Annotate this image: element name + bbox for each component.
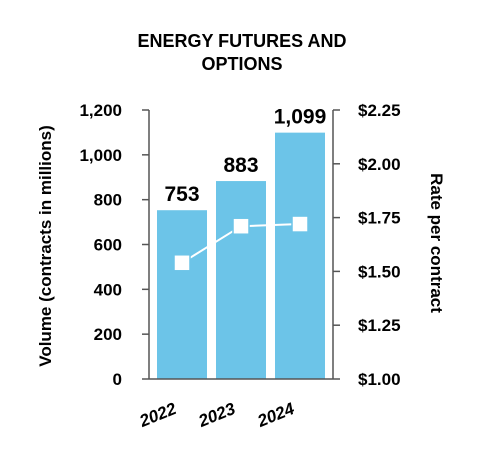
y-axis-title-left: Volume (contracts in millions) xyxy=(36,125,55,367)
bar-2022 xyxy=(157,210,207,379)
rate-marker-2023 xyxy=(232,217,250,235)
y-right-tick-label-1: $1.00 xyxy=(358,370,401,389)
bars-layer xyxy=(157,132,325,379)
y-left-tick-label-1000: 1,000 xyxy=(79,146,122,165)
y-left-tick-label-0: 0 xyxy=(113,370,122,389)
x-tick-label-2023: 2023 xyxy=(195,399,239,431)
y-left-tick-label-1200: 1,200 xyxy=(79,101,122,120)
chart-title-line-1: ENERGY FUTURES AND xyxy=(137,31,346,51)
labels-layer: 753 883 1,099 xyxy=(164,106,326,207)
y-right-tick-label-2.25: $2.25 xyxy=(358,101,401,120)
data-label-2022: 753 xyxy=(164,183,199,206)
data-label-2023: 883 xyxy=(223,154,258,177)
chart-title-line-2: OPTIONS xyxy=(201,54,282,74)
data-label-2024: 1,099 xyxy=(274,106,327,129)
y-axis-title-right: Rate per contract xyxy=(427,173,446,313)
y-right-tick-label-2: $2.00 xyxy=(358,155,401,174)
y-right-tick-label-1.75: $1.75 xyxy=(358,209,401,228)
rate-line-layer xyxy=(173,215,309,272)
y-left-tick-label-200: 200 xyxy=(94,325,122,344)
bar-2024 xyxy=(275,132,325,379)
x-tick-label-2024: 2024 xyxy=(254,399,298,431)
rate-marker-2024 xyxy=(291,215,309,233)
y-left-tick-label-400: 400 xyxy=(94,280,122,299)
bar-2023 xyxy=(216,181,266,379)
y-left-tick-label-600: 600 xyxy=(94,236,122,255)
y-right-tick-label-1.5: $1.50 xyxy=(358,262,401,281)
y-right-tick-label-1.25: $1.25 xyxy=(358,316,401,335)
y-left-tick-label-800: 800 xyxy=(94,191,122,210)
axes-layer: 0 200 400 600 800 1,000 1,200 $1.00 $1.25 $1.50 $1… xyxy=(79,101,400,431)
x-tick-label-2022: 2022 xyxy=(136,399,180,431)
rate-marker-2022 xyxy=(173,254,191,272)
